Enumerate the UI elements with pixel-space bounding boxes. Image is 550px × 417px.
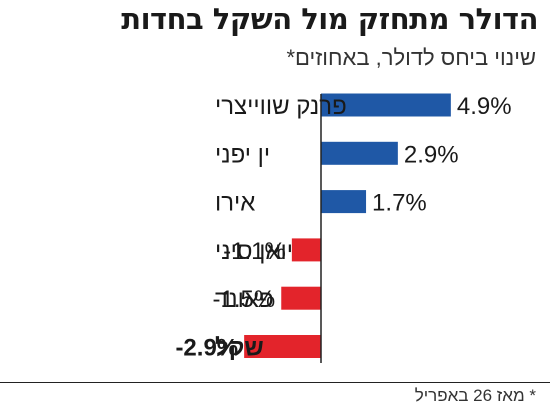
bar-5 [244,335,321,358]
bar-0 [321,93,451,117]
category-label-0: פרנק שווייצרי [215,93,347,120]
value-label-5: -2.9% [175,335,238,362]
chart-title: הדולר מתחזק מול השקל בחדות [121,2,538,36]
category-label-1: ין יפני [215,141,270,168]
chart-subtitle: שינוי ביחס לדולר, באחוזים* [286,45,536,70]
footer-divider [0,382,550,383]
bar-4 [281,286,321,310]
bar-2 [321,190,367,214]
value-label-3: -1.1% [223,238,286,265]
bar-3 [291,238,321,262]
value-label-0: 4.9% [457,93,512,120]
bar-1 [321,141,398,165]
bar-chart: 4.9% פרנק שווייצרי 2.9% ין יפני 1.7% אירו -1.1… [175,93,512,363]
value-label-2: 1.7% [372,190,427,217]
value-label-1: 2.9% [404,141,459,168]
value-label-4: -1.5% [213,286,276,313]
category-label-2: אירו [215,190,255,217]
footnote: * מאז 26 באפריל [414,386,536,405]
category-label-4: פאונד [215,286,274,313]
category-label-3: יואן סיני [215,238,293,265]
category-label-5: שקל [215,335,264,362]
